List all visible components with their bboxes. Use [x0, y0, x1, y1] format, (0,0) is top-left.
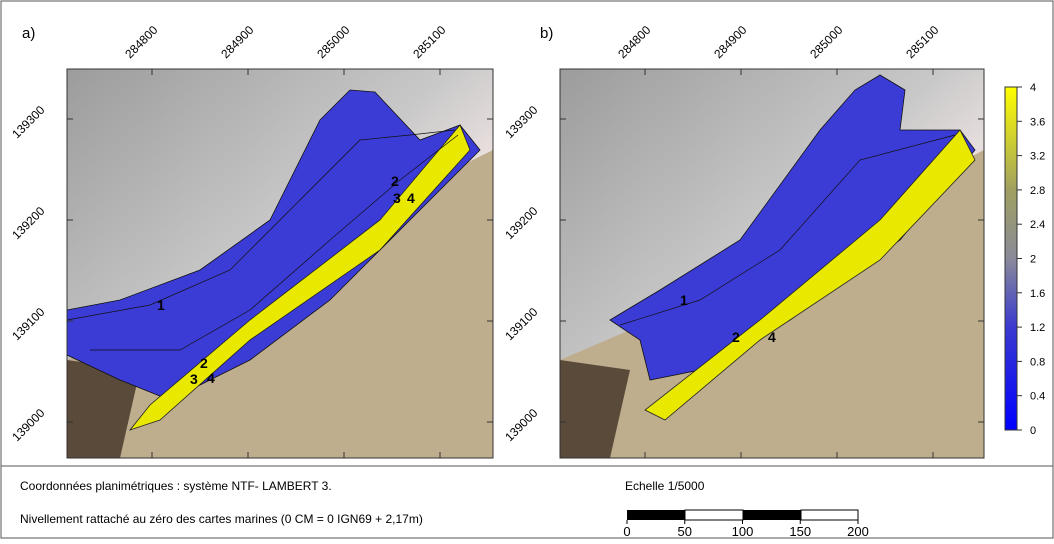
contour-label: 1 [157, 297, 165, 313]
y-tick-label: 139100 [502, 305, 540, 343]
colorbar-tick-label: 2.8 [1030, 185, 1045, 197]
colorbar [1004, 86, 1018, 431]
x-tick-label: 285000 [807, 23, 845, 61]
x-tick-label: 285000 [314, 23, 352, 61]
panel-label: a) [22, 25, 35, 42]
colorbar-tick-label: 4 [1030, 82, 1036, 94]
x-tick-label: 284900 [711, 23, 749, 61]
contour-label: 3 [190, 371, 198, 387]
scale-bar [627, 509, 859, 521]
footer-coordinates: Coordonnées planimétriques : système NTF… [20, 479, 332, 493]
y-tick-label: 139300 [9, 103, 47, 141]
colorbar-tick-label: 0 [1030, 425, 1036, 437]
scale-title: Echelle 1/5000 [625, 479, 705, 493]
panel-label: b) [540, 25, 553, 42]
y-tick-label: 139100 [9, 305, 47, 343]
x-tick-label: 285100 [903, 23, 941, 61]
x-tick-label: 284800 [615, 23, 653, 61]
y-tick-label: 139200 [9, 204, 47, 242]
frame [66, 68, 494, 459]
y-tick-label: 139300 [502, 103, 540, 141]
colorbar-tick-label: 3.6 [1030, 116, 1045, 128]
map-b [560, 69, 984, 458]
colorbar-tick-label: 3.2 [1030, 151, 1045, 163]
scale-tick-label: 150 [789, 524, 811, 539]
scale-tick-label: 200 [847, 524, 869, 539]
scale-tick-label: 0 [623, 524, 630, 539]
frame [559, 68, 985, 459]
contour-label: 3 [393, 190, 401, 206]
colorbar-tick-label: 0.8 [1030, 356, 1045, 368]
colorbar-tick-label: 2 [1030, 254, 1036, 266]
contour-label: 2 [732, 329, 740, 345]
colorbar-tick-label: 0.4 [1030, 391, 1045, 403]
x-tick-label: 284900 [218, 23, 256, 61]
y-tick-label: 139000 [502, 406, 540, 444]
colorbar-tick-label: 2.4 [1030, 219, 1045, 231]
contour-label: 4 [407, 190, 415, 206]
x-tick-label: 284800 [122, 23, 160, 61]
contour-label: 4 [207, 370, 215, 386]
contour-label: 2 [391, 173, 399, 189]
colorbar-tick-label: 1.6 [1030, 288, 1045, 300]
map-a [67, 69, 493, 458]
scale-tick-label: 50 [678, 524, 692, 539]
colorbar-tick-label: 1.2 [1030, 322, 1045, 334]
contour-label: 4 [768, 329, 776, 345]
y-tick-label: 139000 [9, 406, 47, 444]
y-tick-label: 139200 [502, 204, 540, 242]
scale-tick-label: 100 [732, 524, 754, 539]
contour-label: 2 [200, 355, 208, 371]
footer-leveling: Nivellement rattaché au zéro des cartes … [20, 512, 423, 526]
x-tick-label: 285100 [410, 23, 448, 61]
contour-label: 1 [680, 292, 688, 308]
